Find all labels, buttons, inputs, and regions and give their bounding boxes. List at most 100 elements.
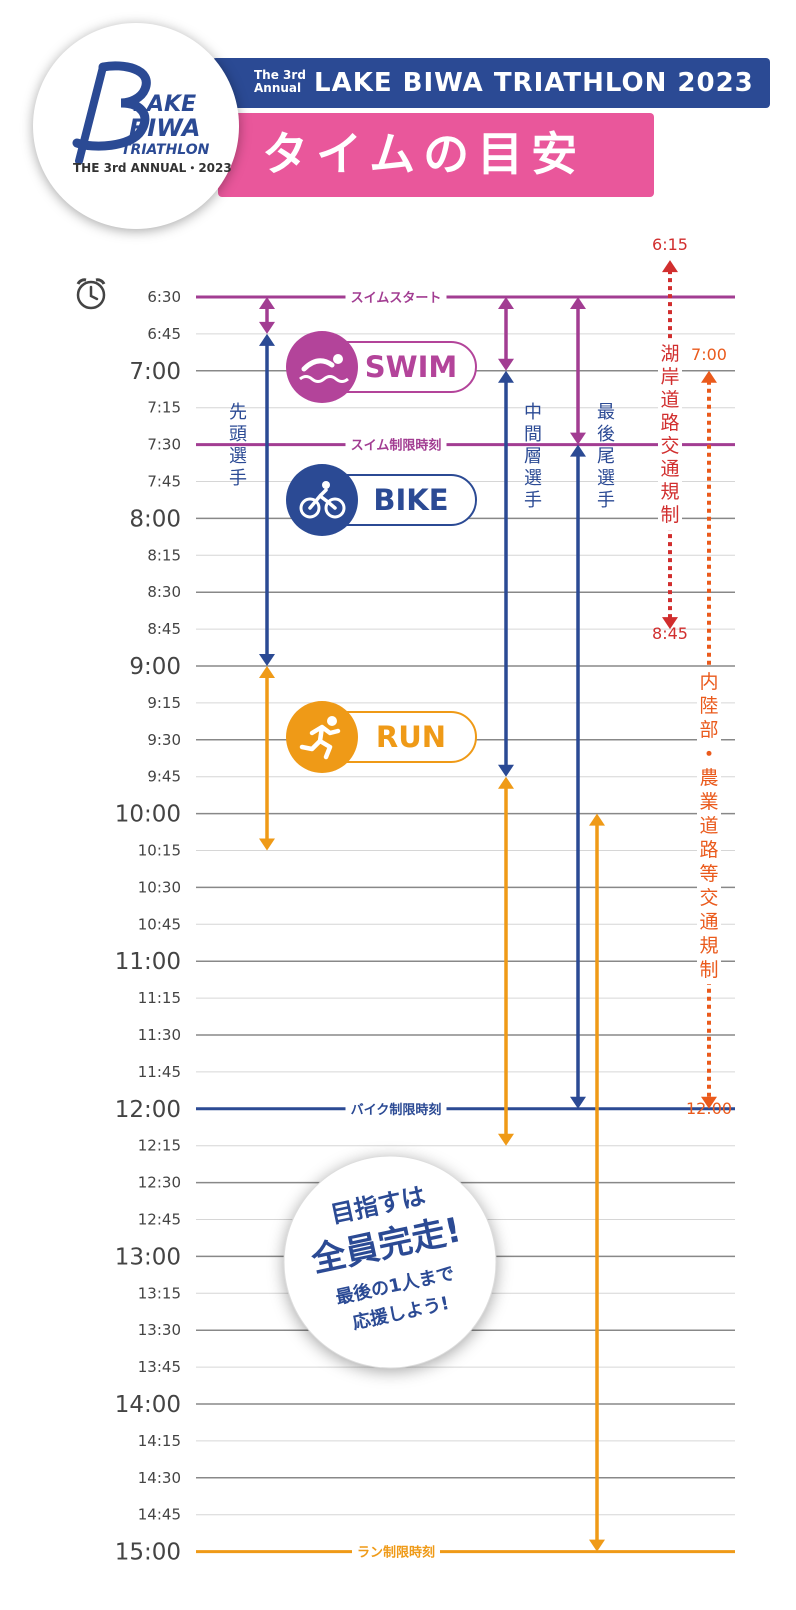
bike-limit-label: バイク制限時刻 bbox=[351, 1102, 442, 1118]
lake-traffic-arrow-head bbox=[662, 260, 678, 273]
leading-bike-arrow-tail bbox=[259, 654, 275, 666]
last-swim-arrow-head bbox=[570, 297, 586, 309]
leading-run-arrow-head bbox=[259, 666, 275, 678]
svg-text:手: 手 bbox=[524, 490, 542, 511]
time-label: 12:30 bbox=[138, 1174, 181, 1192]
svg-text:制: 制 bbox=[660, 504, 679, 526]
svg-text:内: 内 bbox=[699, 671, 718, 693]
run-badge: RUN bbox=[286, 701, 477, 773]
last-swim-arrow-tail bbox=[570, 432, 586, 445]
time-label: 12:45 bbox=[138, 1211, 181, 1229]
leading-swim-arrow-head bbox=[259, 297, 275, 309]
svg-text:道: 道 bbox=[660, 389, 679, 411]
svg-text:最: 最 bbox=[597, 402, 615, 423]
middle-bike-arrow-tail bbox=[498, 764, 514, 777]
time-label: 6:45 bbox=[147, 325, 181, 343]
lake-start-time: 6:15 bbox=[652, 235, 688, 254]
swim-limit-label: スイム制限時刻 bbox=[351, 438, 442, 454]
inland-start-time: 7:00 bbox=[691, 345, 727, 364]
svg-text:道: 道 bbox=[699, 815, 718, 837]
annual-small-2: Annual bbox=[254, 81, 302, 95]
leading-swim-arrow-tail bbox=[259, 321, 275, 334]
alarm-clock-icon bbox=[76, 278, 106, 310]
time-label: 13:45 bbox=[138, 1358, 181, 1376]
time-label: 14:45 bbox=[138, 1506, 181, 1524]
swim-badge-icon bbox=[286, 331, 358, 403]
svg-text:層: 層 bbox=[524, 446, 542, 467]
svg-text:陸: 陸 bbox=[699, 695, 718, 717]
time-label: 10:45 bbox=[138, 915, 181, 933]
svg-text:路: 路 bbox=[660, 412, 679, 434]
logo-lake: LAKE bbox=[133, 92, 197, 117]
event-logo: LAKE BIWA TRIATHLON THE 3rd ANNUAL・2023 bbox=[33, 23, 239, 229]
lake-end-time: 8:45 bbox=[652, 624, 688, 643]
middle-swim-arrow-head bbox=[498, 297, 514, 309]
svg-text:先: 先 bbox=[229, 402, 247, 423]
time-label: 10:00 bbox=[115, 802, 181, 828]
run-limit-label: ラン制限時刻 bbox=[357, 1545, 435, 1561]
leading-bike-arrow-head bbox=[259, 333, 275, 346]
last-run-arrow-tail bbox=[589, 1539, 605, 1552]
time-label: 6:30 bbox=[147, 288, 181, 306]
logo-triathlon: TRIATHLON bbox=[121, 142, 210, 158]
svg-text:間: 間 bbox=[524, 424, 542, 445]
svg-text:湖: 湖 bbox=[660, 343, 679, 365]
logo-annual: THE 3rd ANNUAL・2023 bbox=[73, 161, 232, 175]
time-label: 12:00 bbox=[115, 1097, 181, 1123]
svg-text:路: 路 bbox=[699, 839, 718, 861]
middle-run-arrow-tail bbox=[498, 1133, 514, 1146]
svg-text:尾: 尾 bbox=[597, 446, 615, 467]
svg-text:業: 業 bbox=[699, 791, 718, 813]
svg-text:規: 規 bbox=[699, 935, 718, 957]
time-label: 7:30 bbox=[147, 436, 181, 454]
time-label: 9:15 bbox=[147, 694, 181, 712]
svg-text:後: 後 bbox=[597, 424, 615, 445]
swim-badge: SWIM bbox=[286, 331, 477, 403]
svg-text:頭: 頭 bbox=[229, 424, 247, 445]
time-label: 11:30 bbox=[138, 1026, 181, 1044]
time-label: 13:00 bbox=[115, 1244, 181, 1270]
last-run-arrow-head bbox=[589, 813, 605, 826]
page-title: タイムの目安 bbox=[262, 127, 586, 181]
time-label: 10:30 bbox=[138, 878, 181, 896]
bike-badge-icon bbox=[286, 464, 358, 536]
svg-text:交: 交 bbox=[660, 435, 679, 457]
time-label: 14:00 bbox=[115, 1392, 181, 1418]
time-label: 10:15 bbox=[138, 842, 181, 860]
svg-text:岸: 岸 bbox=[660, 366, 679, 388]
page-title-banner: タイムの目安 bbox=[218, 113, 654, 197]
time-label: 12:15 bbox=[138, 1137, 181, 1155]
time-label: 15:00 bbox=[115, 1540, 181, 1566]
time-label: 13:15 bbox=[138, 1284, 181, 1302]
time-label: 8:00 bbox=[129, 506, 181, 532]
last-bike-arrow-tail bbox=[570, 1096, 586, 1109]
time-label: 11:00 bbox=[115, 949, 181, 975]
inland-traffic-arrow-head bbox=[701, 370, 717, 383]
svg-text:等: 等 bbox=[699, 863, 718, 885]
event-title: LAKE BIWA TRIATHLON 2023 bbox=[314, 68, 754, 98]
time-label: 9:30 bbox=[147, 731, 181, 749]
time-label: 11:45 bbox=[138, 1063, 181, 1081]
svg-text:選: 選 bbox=[524, 468, 542, 489]
logo-b-mark bbox=[72, 61, 151, 165]
svg-text:選: 選 bbox=[597, 468, 615, 489]
swim-badge-label: SWIM bbox=[365, 350, 458, 384]
svg-text:交: 交 bbox=[699, 887, 718, 909]
run-badge-label: RUN bbox=[376, 720, 446, 754]
svg-text:手: 手 bbox=[597, 490, 615, 511]
time-label: 8:15 bbox=[147, 546, 181, 564]
bike-badge-label: BIKE bbox=[373, 483, 448, 517]
time-label: 7:00 bbox=[129, 359, 181, 385]
svg-text:手: 手 bbox=[229, 468, 247, 489]
swim-start-label: スイムスタート bbox=[351, 291, 442, 306]
time-label: 11:15 bbox=[138, 989, 181, 1007]
time-label: 14:15 bbox=[138, 1432, 181, 1450]
svg-text:農: 農 bbox=[699, 767, 718, 789]
lake-traffic-arrow-tail bbox=[662, 617, 678, 630]
time-label: 8:30 bbox=[147, 583, 181, 601]
